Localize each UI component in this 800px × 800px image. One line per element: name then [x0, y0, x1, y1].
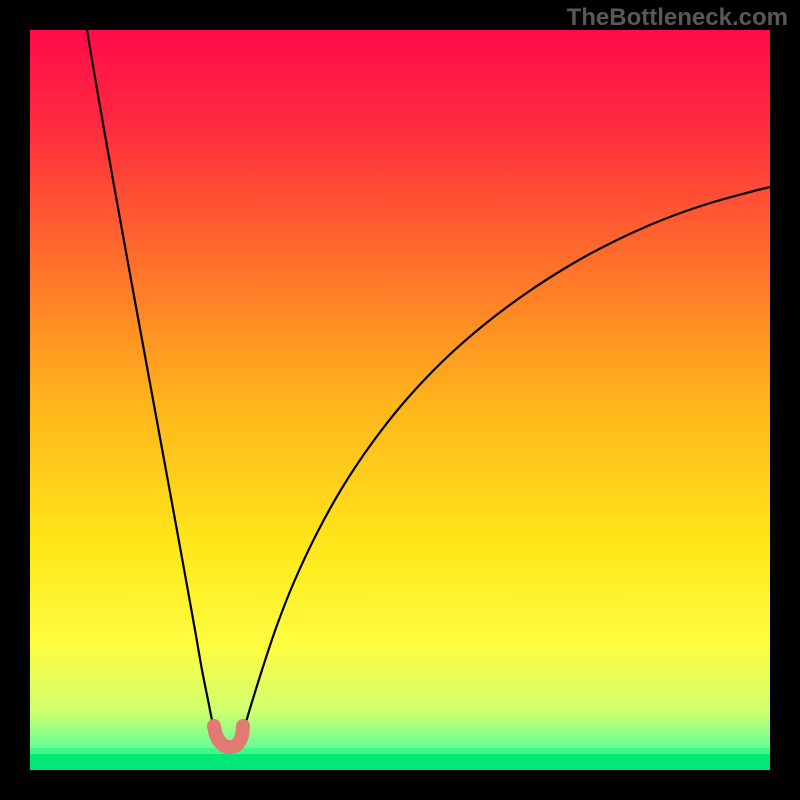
canvas-outer: TheBottleneck.com: [0, 0, 800, 800]
watermark-text: TheBottleneck.com: [567, 4, 788, 32]
gradient-chart-svg: [30, 30, 770, 770]
plot-area: [30, 30, 770, 770]
gradient-background: [30, 30, 770, 770]
bottom-color-bands: [30, 742, 770, 770]
